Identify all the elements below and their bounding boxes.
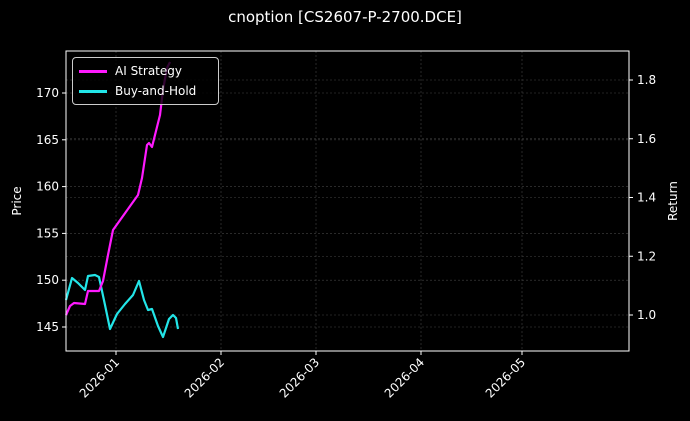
legend-swatch-ai-strategy (79, 69, 107, 73)
ai-strategy-line (64, 61, 171, 316)
y-left-tick-label: 170 (36, 86, 59, 100)
legend-item-ai-strategy: AI Strategy (79, 61, 182, 81)
x-tick-label: 2026-02 (182, 355, 227, 400)
x-tick-label: 2026-05 (483, 355, 528, 400)
y-left-tick-label: 160 (36, 180, 59, 194)
y-left-tick-label: 165 (36, 133, 59, 147)
legend-swatch-buy-and-hold (79, 89, 107, 93)
legend-item-buy-and-hold: Buy-and-Hold (79, 81, 196, 101)
y-right-tick-label: 1.4 (637, 191, 656, 205)
y-right-tick-label: 1.2 (637, 249, 656, 263)
y-axis-right-label: Return (666, 181, 680, 221)
y-left-tick-label: 150 (36, 273, 59, 287)
legend: AI Strategy Buy-and-Hold (72, 57, 219, 105)
chart-title: cnoption [CS2607-P-2700.DCE] (228, 8, 462, 26)
grid-lines (66, 51, 629, 351)
legend-label: AI Strategy (115, 64, 182, 78)
y-right-tick-label: 1.0 (637, 308, 656, 322)
buy-and-hold-line (64, 273, 180, 339)
x-tick-label: 2026-03 (277, 355, 322, 400)
legend-label: Buy-and-Hold (115, 84, 197, 98)
y-right-tick-label: 1.8 (637, 73, 656, 87)
y-axis-left-label: Price (10, 186, 24, 215)
y-right-tick-label: 1.6 (637, 132, 656, 146)
x-tick-label: 2026-01 (77, 355, 122, 400)
y-left-tick-label: 145 (36, 320, 59, 334)
y-left-tick-label: 155 (36, 226, 59, 240)
plot-frame (65, 50, 630, 352)
x-tick-label: 2026-04 (382, 355, 427, 400)
